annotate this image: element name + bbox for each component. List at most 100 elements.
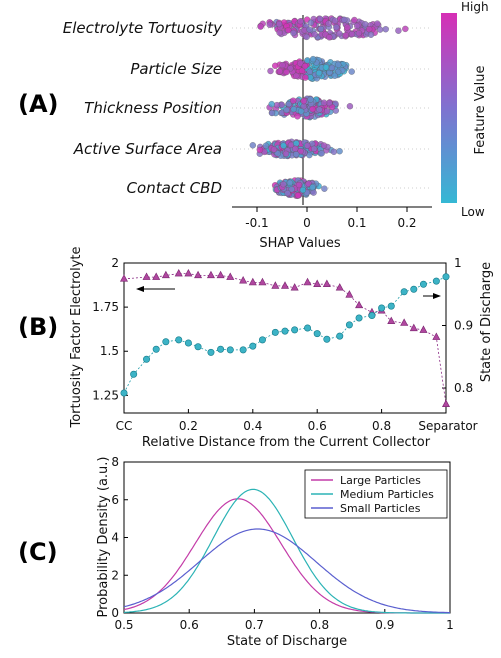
shap-point bbox=[342, 32, 349, 39]
shap-point bbox=[395, 27, 402, 34]
sod-point bbox=[387, 302, 395, 310]
shap-point bbox=[309, 184, 316, 191]
shap-point bbox=[351, 16, 358, 24]
b-right-tick-label: 0.9 bbox=[454, 319, 473, 333]
shap-point bbox=[315, 69, 323, 77]
c-y-tick-label: 4 bbox=[111, 531, 119, 545]
shap-point bbox=[333, 24, 340, 31]
legend-label: Small Particles bbox=[340, 502, 421, 515]
tortuosity-point bbox=[258, 277, 267, 286]
shap-point bbox=[321, 185, 328, 192]
shap-point bbox=[288, 186, 295, 193]
shap-point bbox=[331, 72, 338, 79]
shap-point bbox=[311, 31, 318, 38]
b-left-tick-label: 2 bbox=[111, 256, 119, 270]
tortuosity-point bbox=[206, 270, 215, 279]
colorbar-low-label: Low bbox=[461, 205, 485, 219]
shap-point bbox=[374, 20, 381, 27]
sod-point bbox=[120, 389, 128, 397]
colorbar-high-label: High bbox=[461, 0, 489, 14]
tortuosity-sod-chart: CC 0.2 0.4 0.6 0.8 Separator 1.25 1.5 1.75 2 0.8 0.… bbox=[69, 246, 494, 450]
legend-label: Large Particles bbox=[340, 474, 421, 487]
shap-point bbox=[322, 64, 330, 71]
shap-point bbox=[270, 146, 278, 153]
shap-point bbox=[298, 67, 306, 74]
c-y-tick-label: 8 bbox=[111, 455, 119, 469]
tortuosity-point bbox=[409, 323, 418, 332]
shap-point bbox=[257, 23, 264, 30]
b-x-tick-label: CC bbox=[116, 419, 133, 433]
shap-point bbox=[280, 181, 287, 188]
shap-point bbox=[249, 142, 256, 149]
colorbar bbox=[441, 13, 457, 203]
shap-point bbox=[316, 106, 323, 113]
tortuosity-point bbox=[216, 270, 225, 279]
legend-label: Medium Particles bbox=[340, 488, 434, 501]
sod-point bbox=[239, 346, 247, 354]
shap-x-tick-label: 0 bbox=[303, 216, 311, 230]
shap-point bbox=[341, 16, 348, 23]
shap-point bbox=[293, 72, 300, 79]
shap-point bbox=[348, 68, 355, 75]
shap-point bbox=[274, 150, 281, 157]
shap-point bbox=[276, 29, 283, 36]
feature-label: Thickness Position bbox=[84, 99, 222, 117]
sod-point bbox=[130, 370, 138, 378]
density-curve bbox=[123, 488, 450, 614]
tortuosity-point bbox=[400, 318, 409, 326]
shap-point bbox=[303, 33, 310, 41]
shap-x-tick-label: 0.2 bbox=[397, 216, 416, 230]
shap-point bbox=[323, 107, 331, 115]
colorbar-title: Feature Value bbox=[473, 66, 488, 155]
plot-b-left-y-title: Tortuosity Factor Electrolyte bbox=[69, 246, 84, 428]
shap-point bbox=[355, 30, 363, 37]
shap-point bbox=[297, 108, 305, 115]
b-x-tick-label: Separator bbox=[418, 419, 477, 433]
density-curve bbox=[123, 528, 450, 614]
panel-a-label: (A) bbox=[18, 90, 59, 118]
shap-point bbox=[306, 26, 313, 33]
sod-point bbox=[304, 324, 312, 332]
c-x-tick-label: 1 bbox=[446, 618, 454, 632]
shap-x-tick-label: 0.1 bbox=[347, 216, 366, 230]
shap-point bbox=[300, 97, 307, 105]
feature-label: Active Surface Area bbox=[73, 140, 222, 158]
tortuosity-point bbox=[335, 283, 344, 291]
sod-point bbox=[271, 328, 279, 336]
shap-point bbox=[335, 61, 342, 68]
shap-point bbox=[294, 192, 302, 199]
shap-point bbox=[376, 26, 384, 33]
c-x-tick-label: 0.6 bbox=[180, 618, 199, 632]
shap-point bbox=[285, 26, 292, 34]
sod-point bbox=[432, 277, 440, 285]
shap-point bbox=[268, 109, 276, 117]
tortuosity-point bbox=[432, 332, 441, 340]
sod-point bbox=[410, 285, 418, 293]
shap-x-tick-label: -0.1 bbox=[245, 216, 268, 230]
sod-point bbox=[442, 273, 450, 281]
c-x-tick-label: 0.8 bbox=[310, 618, 329, 632]
plot-c-x-title: State of Discharge bbox=[227, 634, 347, 649]
sod-point bbox=[249, 342, 257, 350]
tortuosity-point bbox=[152, 272, 161, 280]
shap-point bbox=[402, 25, 409, 33]
sod-point bbox=[291, 326, 299, 334]
tortuosity-point bbox=[174, 268, 183, 277]
sod-point bbox=[355, 314, 363, 322]
tortuosity-point bbox=[313, 279, 322, 287]
shap-point bbox=[307, 19, 315, 26]
shap-point bbox=[310, 189, 317, 196]
b-right-tick-label: 0.8 bbox=[454, 381, 473, 395]
b-x-tick-label: 0.2 bbox=[179, 419, 198, 433]
tortuosity-point bbox=[303, 277, 312, 286]
shap-x-axis-title: SHAP Values bbox=[259, 236, 341, 251]
tortuosity-point bbox=[142, 272, 151, 280]
sod-point bbox=[162, 338, 170, 346]
shap-point bbox=[284, 189, 291, 197]
shap-point bbox=[276, 20, 283, 28]
shap-point bbox=[309, 55, 317, 63]
sod-point bbox=[143, 355, 151, 363]
shap-point bbox=[297, 60, 304, 67]
shap-beeswarm-chart: -0.1 0 0.1 0.2 Electrolyte Tortuosity Partic… bbox=[63, 0, 489, 251]
b-left-tick-label: 1.75 bbox=[92, 300, 119, 314]
